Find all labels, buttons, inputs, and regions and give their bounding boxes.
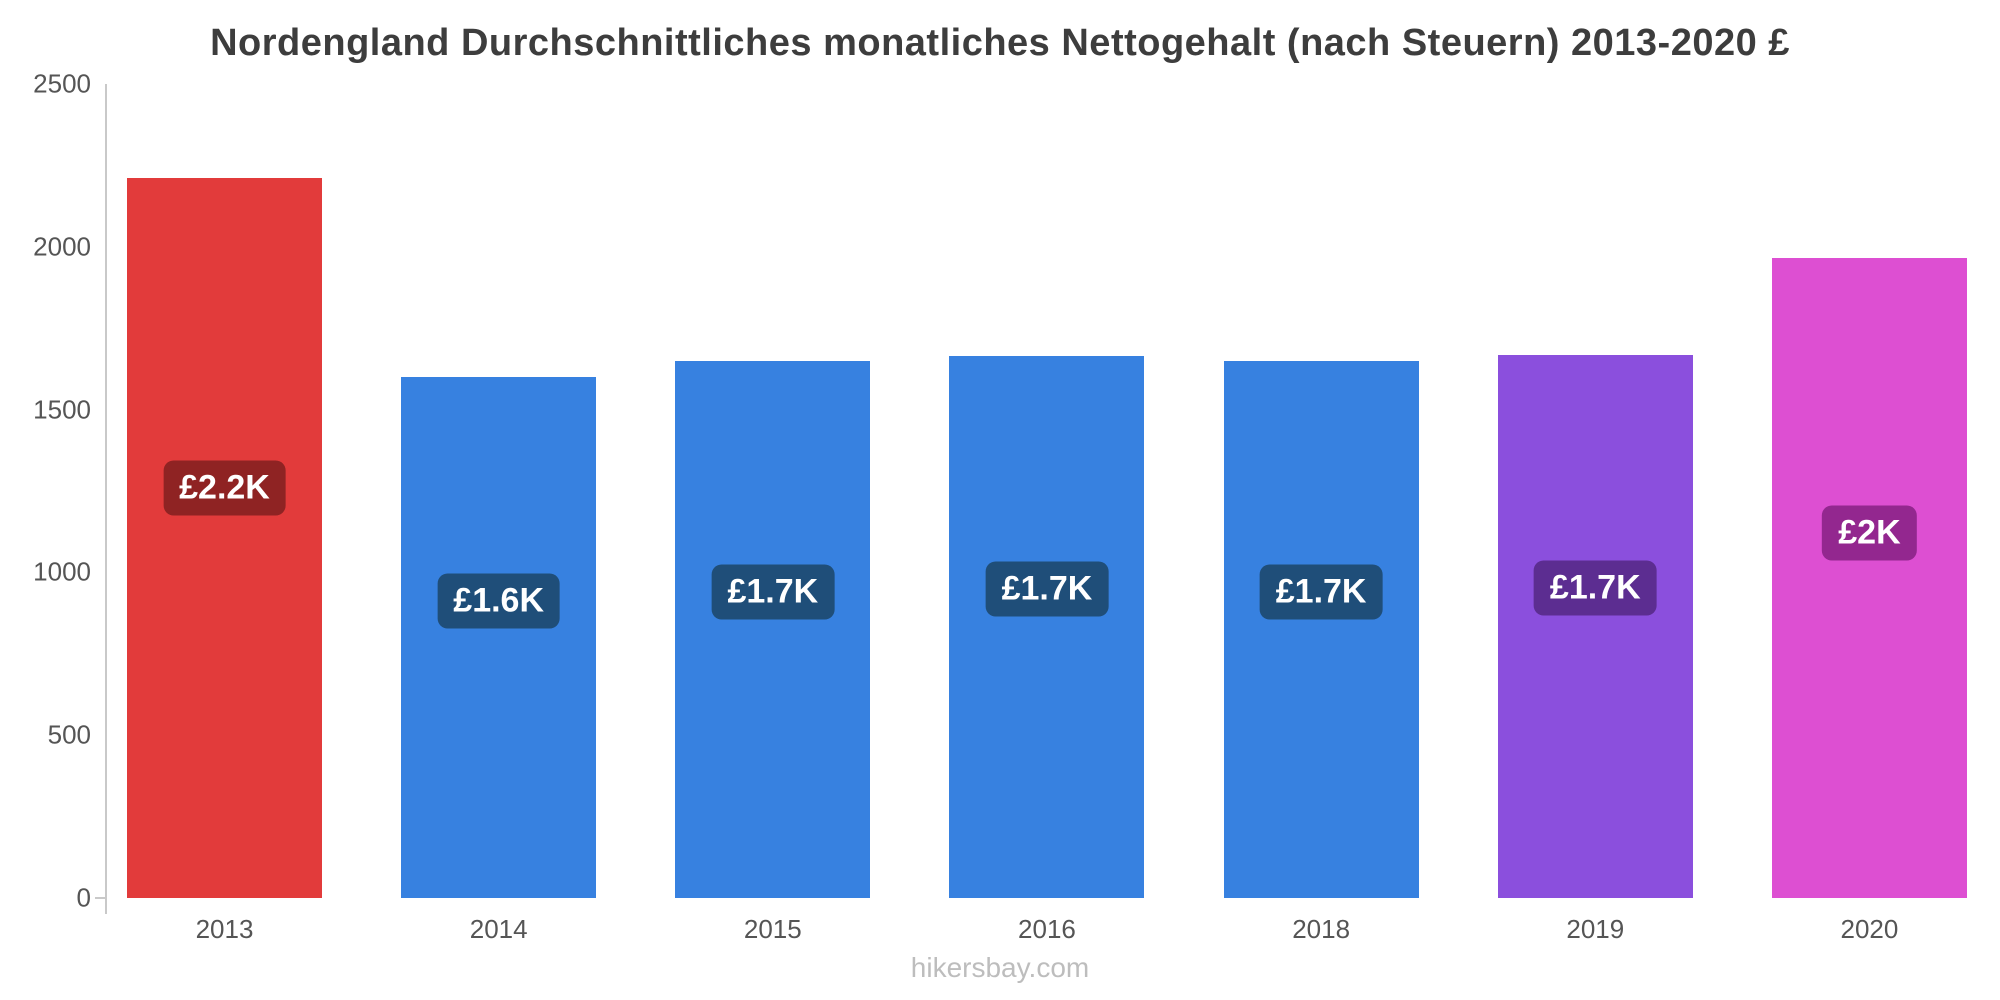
footer-watermark: hikersbay.com [910, 952, 1090, 983]
bar-value-label: £1.7K [711, 564, 835, 620]
bar-2015: £1.7K [675, 360, 871, 898]
y-tick-label: 0 [76, 882, 91, 913]
x-axis-label: 2014 [469, 914, 528, 944]
bar-group: £2.2K [127, 84, 322, 898]
y-tick-label: 2500 [33, 68, 91, 99]
x-axis-label: 2015 [743, 914, 802, 944]
bar-group: £1.7K [1223, 84, 1419, 898]
y-tick-label: 500 [47, 719, 91, 750]
bar-group: £1.7K [675, 84, 871, 898]
bar-2013: £2.2K [127, 178, 322, 898]
x-axis-label: 2019 [1566, 914, 1625, 944]
bar-value-label: £1.7K [985, 561, 1109, 617]
y-tick-label: 1500 [33, 394, 91, 425]
x-axis-label: 2013 [195, 914, 254, 944]
bar-value-label: £1.7K [1533, 560, 1657, 616]
bar-value-label: £1.6K [437, 573, 561, 629]
bar-value-label: £1.7K [1259, 564, 1383, 620]
bar-value-label: £2.2K [163, 460, 286, 516]
x-axis-label: 2018 [1292, 914, 1351, 944]
bars: £2.2K £1.6K £1.7K £1.7K £1.7K £1.7K £2K [107, 84, 1975, 898]
x-axis-label: 2016 [1018, 914, 1076, 944]
bar-2019: £1.7K [1497, 354, 1693, 898]
y-tick-label: 2000 [33, 231, 91, 262]
chart-title: Nordengland Durchschnittliches monatlich… [210, 22, 1790, 64]
bar-group: £1.7K [949, 84, 1145, 898]
bar-group: £2K [1771, 84, 1967, 898]
plot: £2.2K £1.6K £1.7K £1.7K £1.7K £1.7K £2K 2013 20… [95, 84, 1975, 944]
bar-value-label: £2K [1822, 505, 1917, 561]
x-axis-label: 2020 [1840, 914, 1899, 944]
bar-group: £1.7K [1497, 84, 1693, 898]
x-axis-labels: 2013 2014 2015 2016 2018 2019 2020 [107, 914, 1975, 945]
bar-2018: £1.7K [1223, 360, 1419, 898]
bar-2016: £1.7K [949, 355, 1145, 898]
bar-2014: £1.6K [401, 377, 597, 898]
plot-area: 0 500 1000 1500 2000 2500 £2.2K £1.6K £1.7K £1.7… [33, 69, 1975, 944]
y-tick-label: 1000 [33, 556, 91, 587]
bar-group: £1.6K [401, 84, 597, 898]
bar-2020: £2K [1771, 258, 1967, 898]
